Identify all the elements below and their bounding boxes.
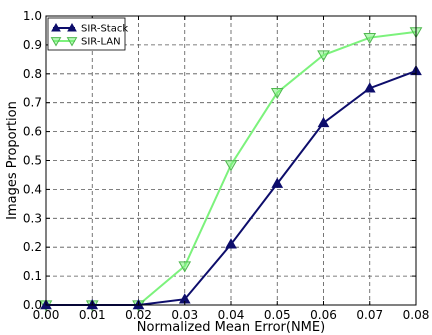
data-point [224, 160, 238, 172]
data-point [363, 33, 377, 45]
x-tick-label: 0.06 [310, 308, 337, 322]
y-tick-label: 0.2 [23, 240, 42, 254]
data-point [270, 87, 284, 100]
x-tick-label: 0.07 [356, 308, 383, 322]
x-tick-label: 0.03 [171, 308, 198, 322]
data-point [317, 50, 330, 62]
x-tick-label: 0.02 [125, 308, 152, 322]
y-tick-label: 0.5 [23, 154, 42, 168]
data-point [317, 116, 330, 128]
legend-label: SIR-Stack [81, 24, 128, 35]
y-tick-label: 0.6 [23, 125, 42, 139]
y-axis-title: Images Proportion [5, 101, 20, 220]
legend-marker [51, 22, 61, 32]
x-tick-label: 0.04 [218, 308, 245, 322]
legend-marker [50, 37, 62, 47]
legend: SIR-Stack SIR-LAN [47, 17, 128, 51]
x-tick-label: 0.01 [79, 308, 106, 322]
x-tick-label: 0.05 [264, 308, 291, 322]
data-point [225, 238, 237, 249]
y-tick-label: 0.3 [23, 211, 42, 225]
data-point [178, 261, 192, 273]
data-point [363, 82, 376, 93]
data-point [271, 177, 284, 188]
x-axis-title: Normalized Mean Error(NME) [137, 320, 325, 335]
y-tick-label: 0.9 [23, 38, 42, 52]
legend-marker [66, 37, 78, 47]
legend-marker [67, 22, 77, 32]
legend-box [47, 17, 126, 51]
y-tick-label: 0.1 [23, 269, 42, 283]
y-tick-label: 1.0 [23, 9, 42, 23]
legend-label: SIR-LAN [81, 37, 121, 48]
y-axis-ticks: 0.0 0.1 0.2 0.3 0.4 0.5 0.6 0.7 0.8 0.9 1.0 [23, 9, 416, 312]
x-tick-label: 0.00 [33, 308, 60, 322]
x-tick-label: 0.08 [403, 308, 430, 322]
y-tick-label: 0.7 [23, 96, 42, 110]
y-tick-label: 0.0 [23, 298, 42, 312]
y-tick-label: 0.4 [23, 182, 42, 196]
x-axis-ticks: 0.00 0.01 0.02 0.03 0.04 0.05 0.06 0.07 0.08 [33, 16, 430, 322]
y-tick-label: 0.8 [23, 67, 42, 81]
